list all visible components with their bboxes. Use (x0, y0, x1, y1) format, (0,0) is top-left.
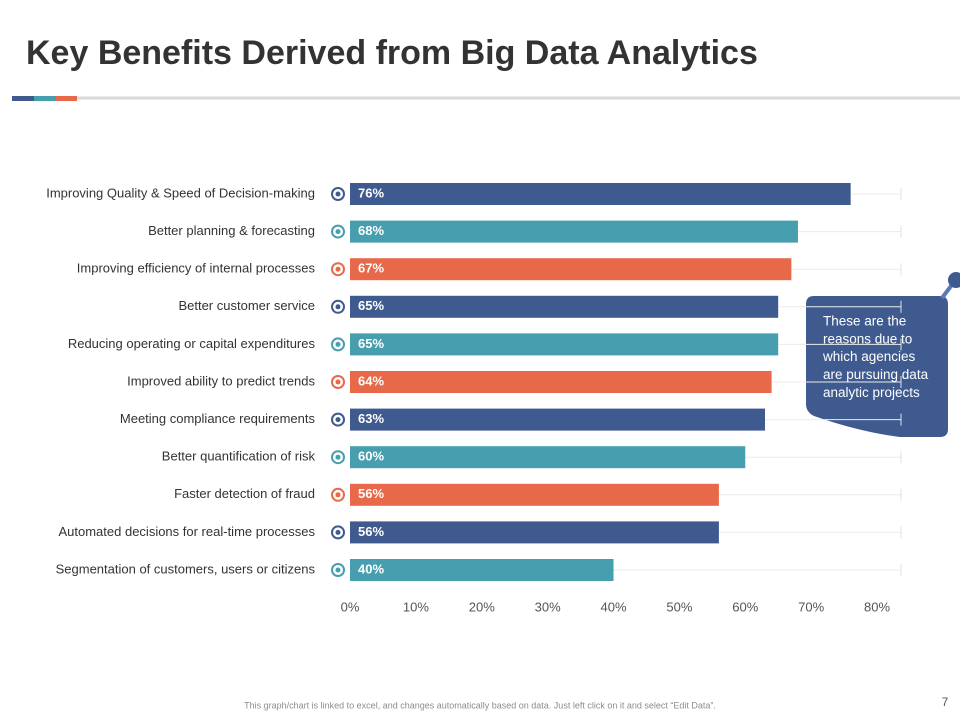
callout-text: which agencies (822, 349, 916, 364)
bar (350, 183, 851, 205)
pin-head (948, 272, 960, 288)
bullet (331, 487, 345, 502)
bullet-dot (335, 567, 341, 573)
value-label: 63% (358, 411, 384, 426)
x-tick-label: 10% (403, 599, 429, 614)
category-label: Reducing operating or capital expenditur… (68, 336, 316, 351)
bullet (331, 450, 345, 465)
x-tick-label: 80% (864, 599, 890, 614)
callout-text: reasons due to (823, 331, 912, 346)
x-tick-label: 70% (798, 599, 824, 614)
callout-text: analytic projects (823, 385, 920, 400)
callout-text: are pursuing data (823, 367, 929, 382)
x-tick-label: 50% (666, 599, 692, 614)
category-label: Faster detection of fraud (174, 486, 315, 501)
value-label: 76% (358, 185, 384, 200)
callout (806, 272, 960, 437)
category-label: Segmentation of customers, users or citi… (56, 561, 316, 576)
bar (350, 521, 719, 544)
bullet-dot (335, 304, 341, 310)
bullet (331, 224, 345, 239)
bullet (331, 262, 345, 277)
bullet-dot (335, 454, 341, 460)
value-label: 56% (358, 524, 384, 539)
bar (350, 559, 614, 581)
footer-note: This graph/chart is linked to excel, and… (244, 700, 716, 710)
category-label: Better planning & forecasting (148, 223, 315, 238)
value-label: 40% (358, 561, 384, 576)
callout-box (806, 296, 948, 437)
accent (56, 96, 77, 101)
bar (350, 371, 772, 393)
bullet-dot (335, 529, 341, 535)
value-label: 56% (358, 486, 384, 501)
accent (12, 96, 34, 101)
slide-title: Key Benefits Derived from Big Data Analy… (26, 34, 758, 72)
x-tick-label: 20% (469, 599, 495, 614)
category-label: Automated decisions for real-time proces… (58, 524, 315, 539)
category-label: Better customer service (178, 298, 315, 313)
bullet-dot (335, 379, 341, 385)
callout-text: These are the (823, 314, 906, 329)
bar (350, 408, 766, 431)
bullet-dot (335, 492, 341, 498)
value-label: 65% (358, 336, 384, 351)
bullet-dot (335, 417, 341, 423)
category-label: Improving Quality & Speed of Decision-ma… (46, 185, 315, 200)
bar (350, 220, 798, 243)
value-label: 60% (358, 449, 384, 464)
category-label: Better quantification of risk (162, 449, 316, 464)
bar (350, 483, 719, 506)
bar (350, 333, 779, 356)
accent (34, 96, 56, 101)
value-label: 65% (358, 298, 384, 313)
x-tick-label: 30% (535, 599, 561, 614)
value-label: 67% (358, 261, 384, 276)
category-label: Improved ability to predict trends (127, 373, 315, 388)
x-tick-label: 40% (600, 599, 626, 614)
bar (350, 446, 746, 469)
bullet (331, 299, 345, 314)
bullet (331, 337, 345, 352)
bullet-dot (335, 266, 341, 272)
category-label: Meeting compliance requirements (120, 411, 316, 426)
category-label: Improving efficiency of internal process… (77, 261, 316, 276)
bullet (331, 375, 345, 389)
value-label: 68% (358, 223, 384, 238)
bullet (331, 525, 345, 540)
bullet-dot (335, 191, 341, 197)
x-tick-label: 0% (341, 599, 360, 614)
page-number: 7 (942, 695, 949, 709)
bar (350, 295, 779, 318)
bullet (331, 187, 345, 201)
bullet-dot (335, 229, 341, 235)
bullet-dot (335, 341, 341, 347)
bullet (331, 563, 345, 577)
bullet (331, 412, 345, 427)
x-tick-label: 60% (732, 599, 758, 614)
bar (350, 258, 792, 281)
value-label: 64% (358, 373, 384, 388)
